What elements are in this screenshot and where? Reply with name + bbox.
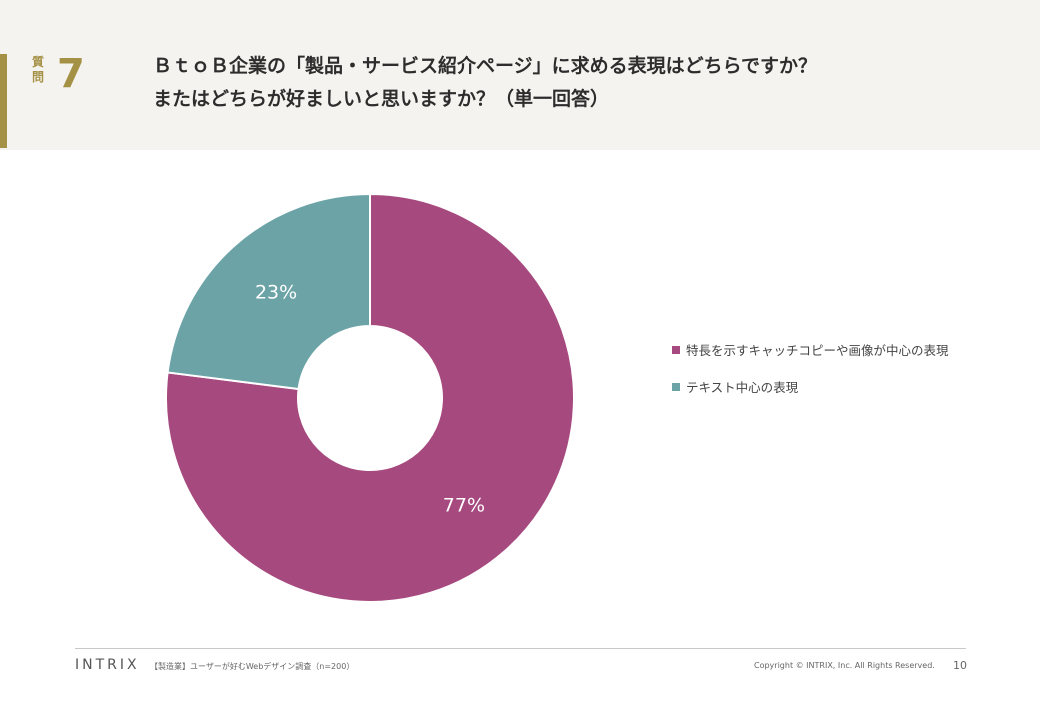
donut-slice xyxy=(166,192,371,391)
legend-label: テキスト中心の表現 xyxy=(686,380,799,395)
slice-data-label: 23% xyxy=(255,281,297,303)
title-line-2: またはどちらが好ましいと思いますか？（単一回答） xyxy=(153,88,610,110)
legend-label: 特長を示すキャッチコピーや画像が中心の表現 xyxy=(686,343,949,358)
question-label: 質 問 xyxy=(31,55,44,84)
copyright: Copyright © INTRIX, Inc. All Rights Rese… xyxy=(754,661,935,670)
legend-swatch xyxy=(672,383,680,391)
question-number: 7 xyxy=(57,51,85,97)
footer-divider xyxy=(75,648,966,649)
legend-item: テキスト中心の表現 xyxy=(672,375,972,400)
donut-slice xyxy=(165,192,575,603)
legend-swatch xyxy=(672,346,680,354)
legend-item: 特長を示すキャッチコピーや画像が中心の表現 xyxy=(672,338,972,363)
accent-bar xyxy=(0,54,7,148)
page-number: 10 xyxy=(953,659,967,672)
legend: 特長を示すキャッチコピーや画像が中心の表現 テキスト中心の表現 xyxy=(672,338,972,412)
survey-caption: 【製造業】ユーザーが好むWebデザイン調査（n=200） xyxy=(150,662,355,671)
page-title: ＢｔｏＢ企業の「製品・サービス紹介ページ」に求める表現はどちらですか？ またはど… xyxy=(153,50,1013,116)
header-band: 質 問 7 ＢｔｏＢ企業の「製品・サービス紹介ページ」に求める表現はどちらですか… xyxy=(0,0,1040,150)
title-line-1: ＢｔｏＢ企業の「製品・サービス紹介ページ」に求める表現はどちらですか？ xyxy=(153,55,818,77)
brand-logo: INTRIX xyxy=(75,657,140,673)
slice-data-label: 77% xyxy=(443,495,485,517)
